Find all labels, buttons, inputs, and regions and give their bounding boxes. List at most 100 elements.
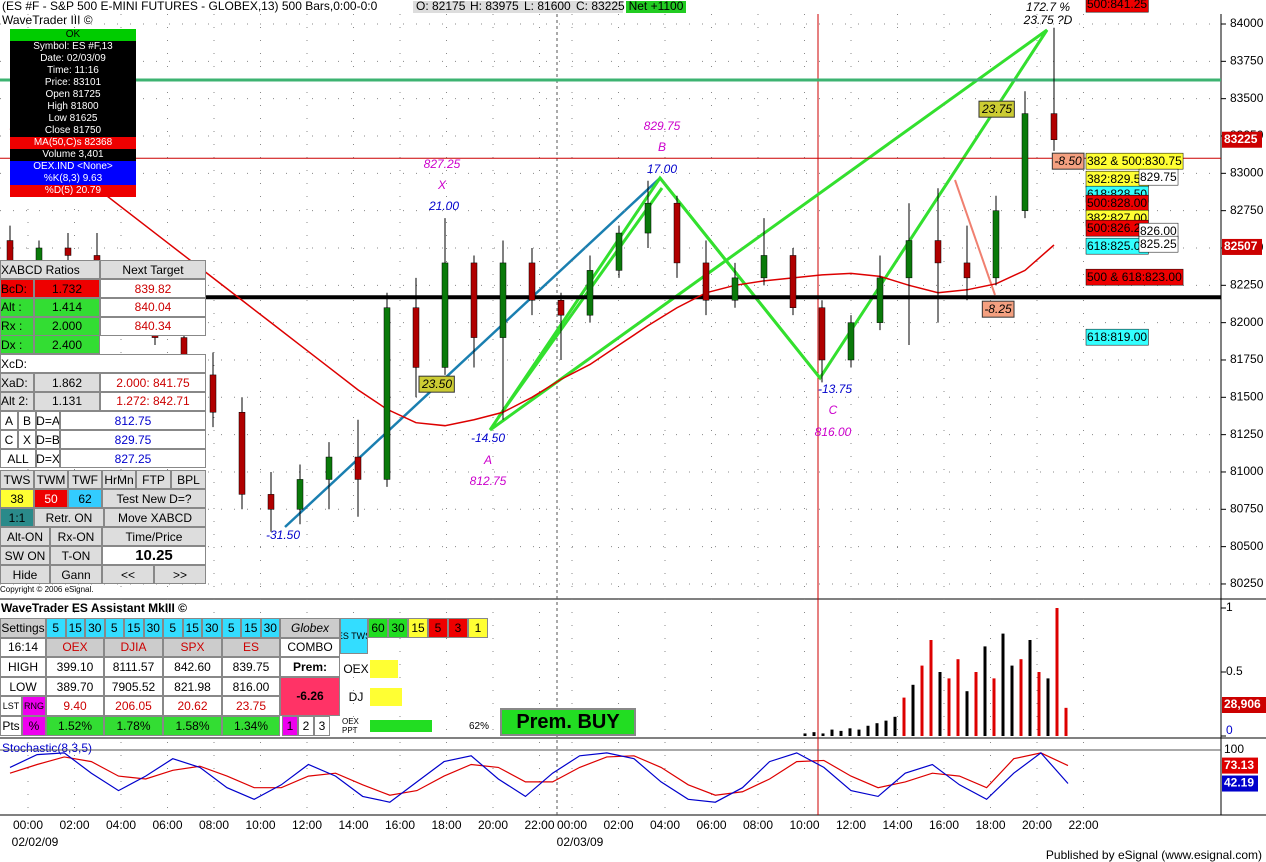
volume-bar bbox=[821, 733, 825, 736]
annotation: -8.25 bbox=[984, 302, 1012, 316]
info-row: MA(50,C)s 82368 bbox=[10, 137, 136, 149]
button[interactable]: Gann bbox=[50, 565, 102, 584]
panel-title: XABCD Ratios bbox=[0, 260, 100, 279]
button[interactable]: 50 bbox=[34, 489, 68, 508]
pattern-leg bbox=[658, 177, 822, 379]
candle-body bbox=[238, 411, 246, 495]
assistant-cell: 5 bbox=[221, 618, 241, 638]
volume-bar bbox=[1064, 707, 1068, 736]
assistant-cell: 2 bbox=[298, 716, 314, 736]
button[interactable]: Retr. ON bbox=[34, 508, 104, 527]
assistant-cell: 60 bbox=[368, 618, 388, 638]
button[interactable]: 1:1 bbox=[0, 508, 34, 527]
x-tick-label: 02:00 bbox=[59, 818, 89, 832]
button[interactable]: >> bbox=[154, 565, 206, 584]
panel-title: Next Target bbox=[100, 260, 206, 279]
assistant-cell: -6.26 bbox=[280, 676, 340, 716]
x-tick-label: 04:00 bbox=[650, 818, 680, 832]
button[interactable]: Test New D=? bbox=[102, 489, 206, 508]
button[interactable]: 10.25 bbox=[102, 546, 206, 565]
assistant-cell: 5 bbox=[163, 618, 183, 638]
volume-bar bbox=[1046, 678, 1050, 736]
target-cell: D=B bbox=[36, 430, 60, 449]
fib-level: 825.25 bbox=[1140, 237, 1177, 251]
candle-body bbox=[644, 202, 652, 234]
button[interactable]: TWF bbox=[68, 470, 102, 489]
ratio-cell: 840.04 bbox=[100, 297, 206, 317]
stoch-k-label: 42.19 bbox=[1224, 776, 1254, 790]
assistant-cell: 8111.57 bbox=[104, 657, 163, 677]
assistant-cell: Globex bbox=[280, 618, 340, 638]
info-row: Volume 3,401 bbox=[10, 149, 136, 161]
assistant-cell: 15 bbox=[241, 618, 261, 638]
fib-level: 500:828.00 bbox=[1087, 196, 1147, 210]
net-box bbox=[626, 1, 686, 13]
button[interactable]: TWM bbox=[34, 470, 68, 489]
fib-level: 618:825.00 bbox=[1087, 239, 1147, 253]
button[interactable]: FTP bbox=[136, 470, 171, 489]
target-cell: B bbox=[18, 411, 36, 430]
button[interactable]: Hide bbox=[0, 565, 50, 584]
button[interactable]: Move XABCD bbox=[104, 508, 206, 527]
assistant-cell: SPX bbox=[163, 637, 222, 658]
candle-body bbox=[412, 307, 420, 368]
y-tick-label: 83500 bbox=[1230, 91, 1264, 105]
candle-body bbox=[905, 240, 913, 279]
volume-bar bbox=[884, 720, 888, 736]
volume-bar bbox=[938, 672, 942, 736]
assistant-cell: 1.58% bbox=[163, 716, 222, 736]
candle-body bbox=[1050, 113, 1058, 140]
volume-bar bbox=[866, 725, 870, 736]
assistant-cell: Settings bbox=[0, 618, 46, 638]
annotation: 23.75 ?D bbox=[1023, 13, 1073, 27]
annotation-bg bbox=[1051, 152, 1085, 170]
annotation: 829.75 bbox=[644, 119, 681, 133]
x-tick-label: 06:00 bbox=[696, 818, 726, 832]
volume-bar bbox=[974, 672, 978, 736]
button[interactable]: Alt-ON bbox=[0, 527, 50, 546]
button[interactable]: SW ON bbox=[0, 546, 50, 565]
button[interactable]: << bbox=[102, 565, 154, 584]
fib-level-bg bbox=[1138, 168, 1179, 186]
assistant-cell: 1.52% bbox=[46, 716, 104, 736]
ratio-cell: XcD: bbox=[0, 354, 206, 374]
button[interactable]: 38 bbox=[0, 489, 34, 508]
candle-body bbox=[963, 262, 971, 279]
ratio-cell: 2.400 bbox=[34, 335, 100, 355]
fib-level: 500:826.25 bbox=[1087, 221, 1147, 235]
fib-level: 829.75 bbox=[1140, 170, 1177, 184]
candle-body bbox=[818, 307, 826, 361]
volume-last-bg bbox=[1222, 697, 1266, 713]
annotation-bg bbox=[981, 300, 1015, 318]
candle-body bbox=[383, 307, 391, 480]
button[interactable]: Time/Price bbox=[102, 527, 206, 546]
x-tick-label: 14:00 bbox=[338, 818, 368, 832]
button[interactable]: T-ON bbox=[50, 546, 102, 565]
assistant-cell: 30 bbox=[85, 618, 105, 638]
volume-bar bbox=[947, 678, 951, 736]
assistant-cell: 1.78% bbox=[104, 716, 163, 736]
info-row: Open 81725 bbox=[10, 89, 136, 101]
button[interactable]: Rx-ON bbox=[50, 527, 102, 546]
button[interactable]: HrMn bbox=[102, 470, 136, 489]
ma_last-box bbox=[1222, 238, 1262, 255]
volume-bar bbox=[848, 728, 852, 736]
info-row: Time: 11:16 bbox=[10, 65, 136, 77]
button[interactable]: 62 bbox=[68, 489, 102, 508]
x-tick-label: 18:00 bbox=[975, 818, 1005, 832]
assistant-cell: 1 bbox=[468, 618, 488, 638]
volume-bar bbox=[992, 678, 996, 736]
button[interactable]: TWS bbox=[0, 470, 34, 489]
ohlc-box bbox=[413, 1, 623, 13]
candle-body bbox=[615, 232, 623, 271]
y-tick-label: 0 bbox=[1226, 723, 1233, 737]
ohlc-open: O: 82175 bbox=[416, 0, 466, 13]
volume-bar bbox=[920, 665, 924, 736]
assistant-cell: 9.40 bbox=[46, 696, 104, 716]
button[interactable]: BPL bbox=[171, 470, 206, 489]
stoch-d-label: 73.13 bbox=[1224, 758, 1254, 772]
annotation: 812.75 bbox=[470, 474, 507, 488]
annotation: -13.75 bbox=[818, 382, 852, 396]
y-tick-label: 81750 bbox=[1230, 352, 1264, 366]
candle-body bbox=[934, 240, 942, 264]
